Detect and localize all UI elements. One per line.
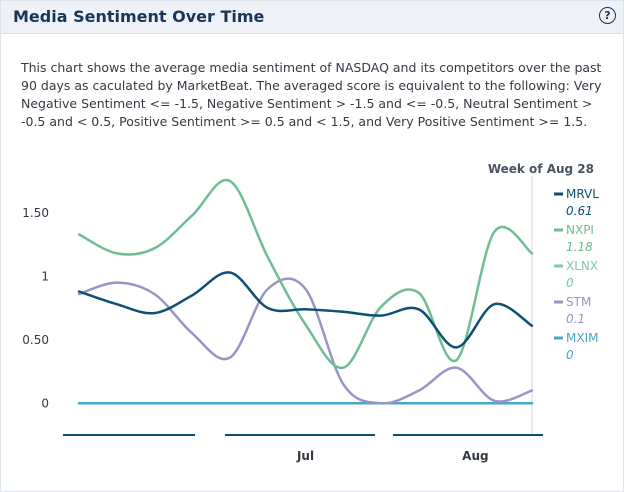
legend-value-nxpi: 1.18 (566, 240, 593, 254)
legend-name-nxpi[interactable]: NXPI (566, 223, 594, 237)
y-tick-label: 0 (41, 396, 49, 410)
legend-value-xlnx: 0 (566, 276, 574, 290)
y-tick-label: 0.50 (22, 333, 49, 347)
x-tick-label: Aug (462, 449, 488, 463)
help-icon[interactable]: ? (599, 7, 616, 24)
series-line-stm[interactable] (77, 277, 534, 405)
legend-value-stm: 0.1 (566, 312, 585, 326)
card-header: Media Sentiment Over Time ? (1, 1, 623, 34)
series-line-nxpi[interactable] (77, 178, 534, 369)
sentiment-line-chart: 0 0.50 1 1.50 Jul Aug Week of Aug 28 MRVL 0.61 N… (22, 162, 599, 463)
legend-name-xlnx[interactable]: XLNX (566, 259, 598, 273)
chart-description: This chart shows the average media senti… (21, 60, 602, 129)
legend-name-mxim[interactable]: MXIM (566, 331, 598, 345)
legend-value-mrvl: 0.61 (566, 204, 593, 218)
legend-name-stm[interactable]: STM (566, 295, 591, 309)
series-line-mrvl[interactable] (77, 271, 534, 349)
x-tick-label: Jul (296, 449, 314, 463)
card-title: Media Sentiment Over Time (13, 7, 265, 26)
y-tick-label: 1.50 (22, 206, 49, 220)
y-tick-label: 1 (41, 269, 49, 283)
legend-name-mrvl[interactable]: MRVL (566, 187, 599, 201)
hover-week-label: Week of Aug 28 (488, 162, 594, 176)
legend-value-mxim: 0 (566, 348, 574, 362)
